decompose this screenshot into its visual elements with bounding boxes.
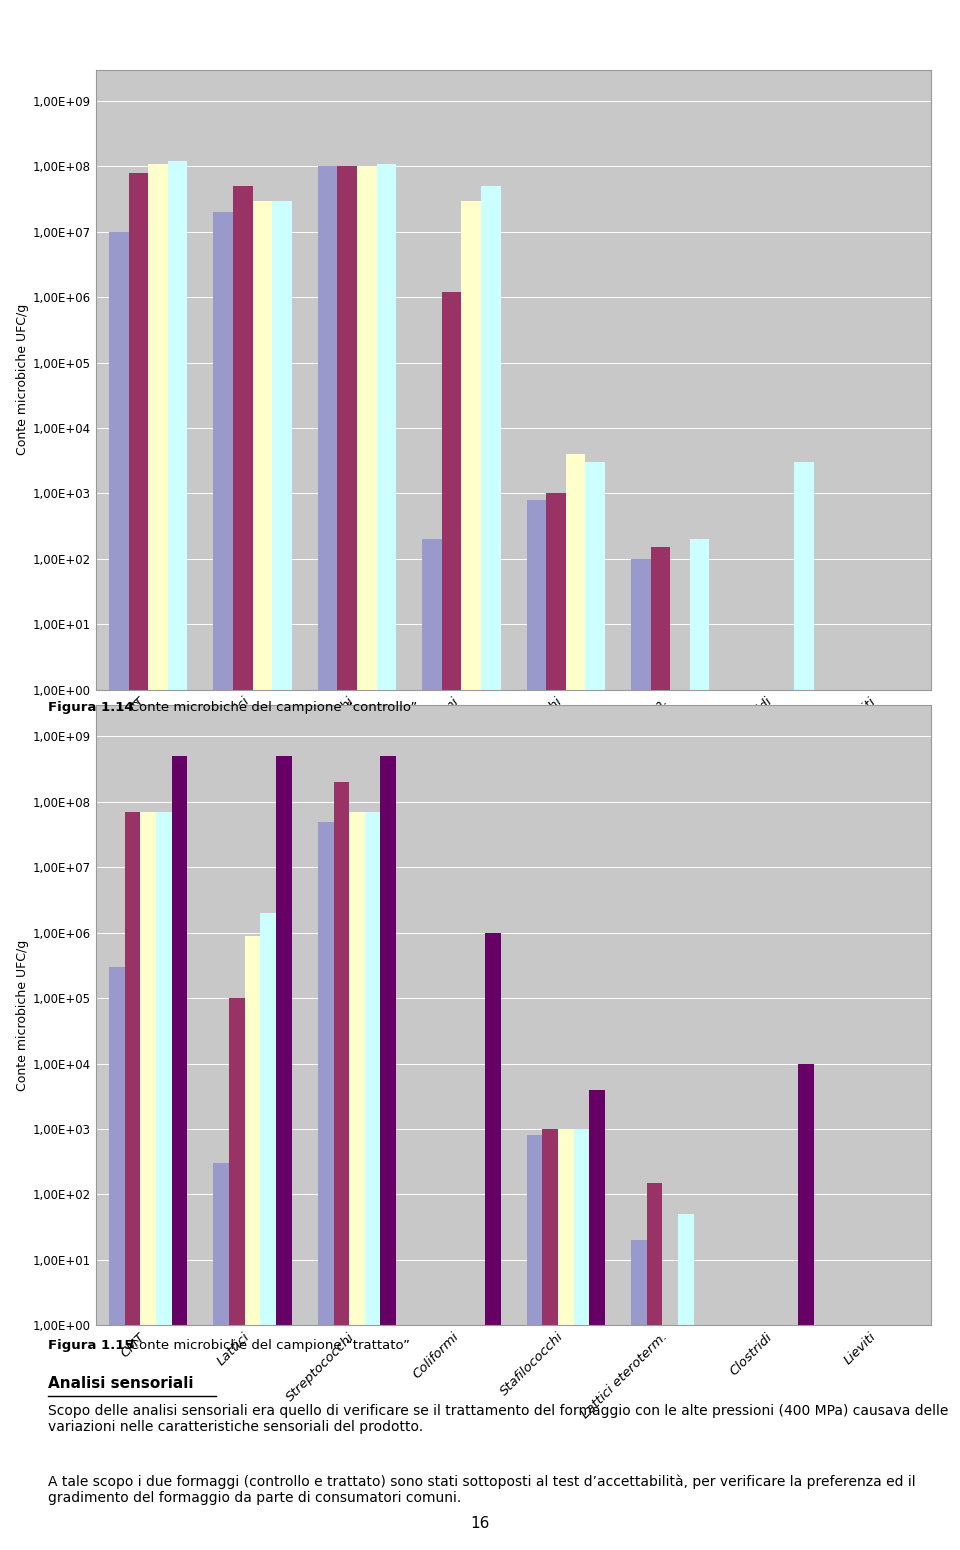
Bar: [859, 690, 879, 1550]
Bar: [565, 454, 586, 1550]
Bar: [273, 200, 292, 1550]
Bar: [252, 200, 273, 1550]
Bar: [245, 936, 260, 1550]
Bar: [453, 1325, 469, 1550]
Bar: [349, 812, 365, 1550]
Y-axis label: Conte microbiche UFC/g: Conte microbiche UFC/g: [16, 939, 29, 1091]
Bar: [558, 1128, 574, 1550]
Bar: [899, 690, 918, 1550]
Bar: [735, 1325, 751, 1550]
Bar: [233, 186, 252, 1550]
Bar: [798, 1063, 814, 1550]
Bar: [438, 1325, 453, 1550]
Bar: [260, 913, 276, 1550]
Bar: [574, 1128, 589, 1550]
Bar: [794, 462, 814, 1550]
Bar: [462, 200, 481, 1550]
Bar: [140, 812, 156, 1550]
Bar: [887, 1325, 902, 1550]
Bar: [422, 539, 442, 1550]
Bar: [879, 690, 899, 1550]
Bar: [527, 1135, 542, 1550]
Bar: [662, 1325, 678, 1550]
Bar: [333, 783, 349, 1550]
Bar: [168, 161, 187, 1550]
Bar: [337, 166, 357, 1550]
Text: A tale scopo i due formaggi (controllo e trattato) sono stati sottoposti al test: A tale scopo i due formaggi (controllo e…: [48, 1474, 916, 1505]
Bar: [631, 560, 651, 1550]
Bar: [318, 166, 337, 1550]
Bar: [782, 1325, 798, 1550]
Bar: [148, 164, 168, 1550]
Bar: [213, 212, 233, 1550]
Bar: [840, 690, 859, 1550]
Text: Conte microbiche del campione “controllo”: Conte microbiche del campione “controllo…: [117, 701, 418, 713]
Text: Figura 1.15: Figura 1.15: [48, 1339, 133, 1352]
Bar: [365, 812, 380, 1550]
Bar: [546, 493, 565, 1550]
Bar: [902, 1325, 918, 1550]
Bar: [156, 812, 172, 1550]
Bar: [422, 1325, 438, 1550]
Bar: [647, 1183, 662, 1550]
Bar: [276, 756, 292, 1550]
Bar: [469, 1325, 485, 1550]
Text: Scopo delle analisi sensoriali era quello di verificare se il trattamento del fo: Scopo delle analisi sensoriali era quell…: [48, 1404, 948, 1434]
Bar: [670, 690, 690, 1550]
Bar: [318, 822, 333, 1550]
Bar: [172, 756, 187, 1550]
Bar: [380, 756, 396, 1550]
Bar: [586, 462, 605, 1550]
Bar: [527, 499, 546, 1550]
Bar: [213, 1162, 229, 1550]
Bar: [589, 1090, 605, 1550]
Bar: [767, 1325, 782, 1550]
Text: Figura 1.14: Figura 1.14: [48, 701, 133, 713]
Bar: [542, 1128, 558, 1550]
Bar: [125, 812, 140, 1550]
Bar: [651, 547, 670, 1550]
Bar: [678, 1214, 694, 1550]
Bar: [129, 172, 148, 1550]
Bar: [109, 967, 125, 1550]
Y-axis label: Conte microbiche UFC/g: Conte microbiche UFC/g: [16, 304, 29, 456]
Bar: [694, 1325, 709, 1550]
Bar: [631, 1240, 647, 1550]
Text: Conte microbiche del campione “trattato”: Conte microbiche del campione “trattato”: [117, 1339, 410, 1352]
Bar: [109, 232, 129, 1550]
Bar: [690, 539, 709, 1550]
Bar: [442, 291, 462, 1550]
Bar: [357, 166, 376, 1550]
Bar: [871, 1325, 887, 1550]
Bar: [229, 998, 245, 1550]
Bar: [485, 933, 500, 1550]
Bar: [751, 1325, 767, 1550]
Text: Analisi sensoriali: Analisi sensoriali: [48, 1376, 194, 1392]
Bar: [481, 186, 500, 1550]
Bar: [840, 1325, 855, 1550]
Legend: 1 giorno, 15 giorni, 30 giorni, 45 giorni: 1 giorno, 15 giorni, 30 giorni, 45 giorn…: [272, 944, 621, 969]
Bar: [735, 690, 755, 1550]
Bar: [775, 690, 794, 1550]
Bar: [855, 1325, 871, 1550]
Bar: [376, 164, 396, 1550]
Bar: [755, 690, 775, 1550]
Text: 16: 16: [470, 1516, 490, 1531]
